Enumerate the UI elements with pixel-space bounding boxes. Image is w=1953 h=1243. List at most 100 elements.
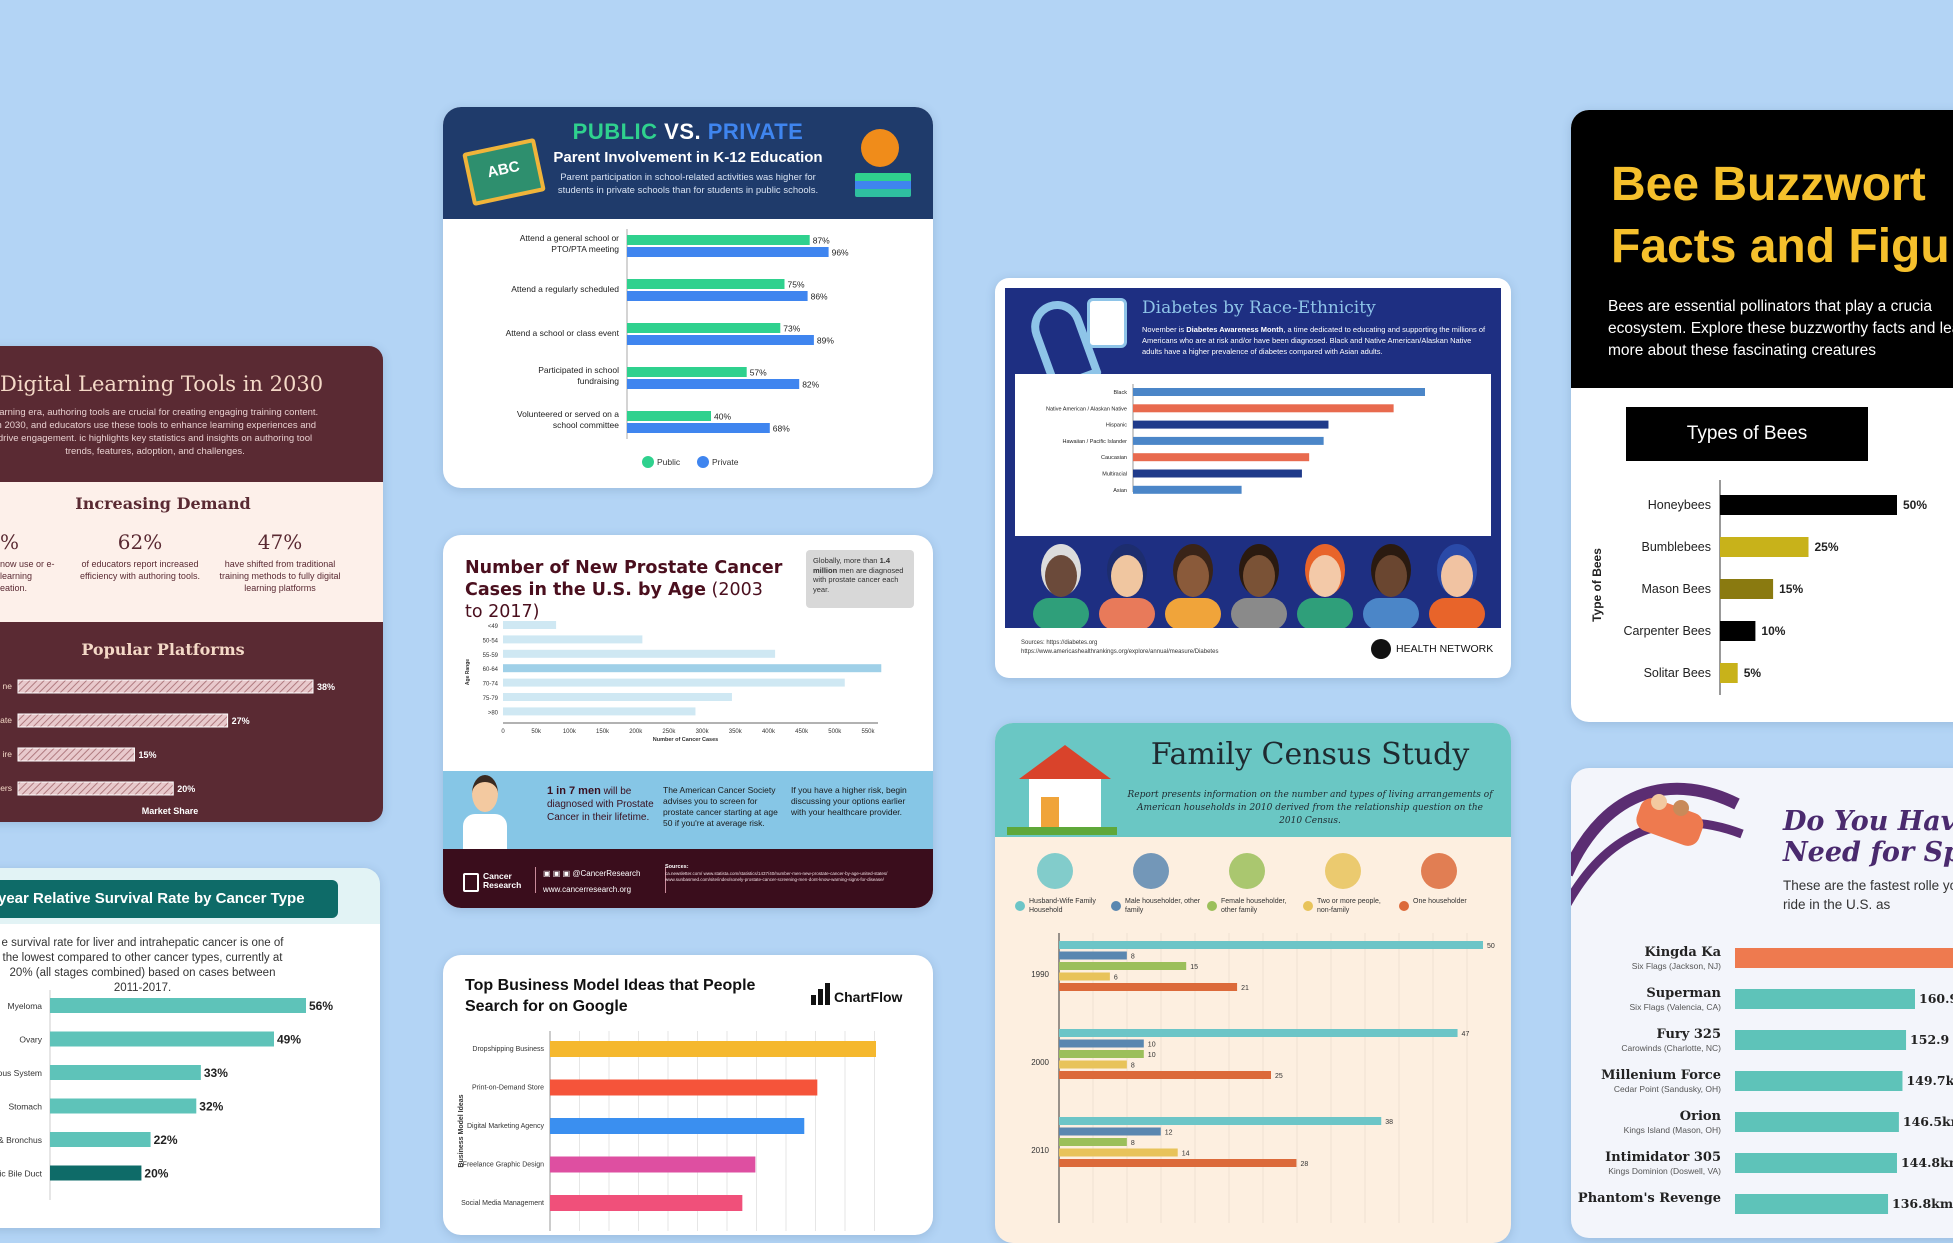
family-legend-dot — [1207, 901, 1217, 911]
bees-label: Solitar Bees — [1644, 666, 1711, 680]
prostate-bar — [503, 621, 557, 629]
social-handle: @CancerResearch — [572, 869, 641, 878]
social-icons: ▣ ▣ ▣ @CancerResearch — [543, 869, 641, 878]
coaster-bar — [1735, 1030, 1907, 1050]
family-bar — [1059, 951, 1127, 960]
pp-bar — [627, 411, 711, 421]
coaster-name: Orion — [1680, 1109, 1722, 1124]
coaster-location: Six Flags (Jackson, NJ) — [1632, 961, 1721, 971]
business-label: Freelance Graphic Design — [463, 1162, 544, 1169]
person-shirt — [1297, 598, 1353, 628]
family-value: 21 — [1241, 985, 1249, 992]
diabetes-bar — [1133, 453, 1310, 462]
diabetes-bar — [1133, 404, 1394, 413]
card-survival[interactable]: year Relative Survival Rate by Cancer Ty… — [0, 868, 380, 1228]
card-public-private[interactable]: ABC PUBLIC VS. PRIVATE Parent Involvemen… — [443, 107, 933, 488]
pp-bar — [627, 279, 785, 289]
house-illustration — [1007, 735, 1117, 835]
family-bar — [1059, 1060, 1127, 1069]
popular-platforms-title: Popular Platforms — [81, 640, 245, 659]
prostate-tick: 0 — [501, 729, 505, 735]
prostate-site[interactable]: www.cancerresearch.org — [543, 885, 632, 894]
house-icon — [1371, 639, 1391, 659]
business-label: Digital Marketing Agency — [467, 1123, 545, 1130]
card-family[interactable]: Family Census Study Report presents info… — [995, 723, 1511, 1243]
diabetes-source-1: Sources: https://diabetes.org — [1021, 640, 1098, 646]
public-private-title: PUBLIC VS. PRIVATE — [543, 119, 833, 145]
pp-bar — [627, 423, 770, 433]
family-bar — [1059, 1159, 1297, 1167]
card-coasters[interactable]: Do You Hav Need for Sp These are the fas… — [1571, 768, 1953, 1238]
family-legend-item: Husband-Wife Family Household — [1015, 853, 1111, 923]
platform-value: 15% — [138, 750, 156, 760]
digital-learning-intro: learning era, authoring tools are crucia… — [0, 407, 319, 457]
bees-label: Carpenter Bees — [1623, 624, 1711, 638]
survival-label: tic Bile Duct — [0, 1169, 43, 1179]
family-bar — [1059, 1029, 1458, 1037]
prostate-bar — [503, 635, 643, 644]
pp-label: PTO/PTA meeting — [551, 244, 619, 254]
platform-xlabel: Market Share — [142, 806, 199, 816]
diabetes-bar — [1133, 485, 1242, 494]
diabetes-label: Multiracial — [1102, 472, 1127, 478]
rider-1 — [1651, 794, 1667, 810]
apple-icon — [861, 129, 899, 167]
footer-divider — [535, 867, 536, 893]
prostate-bar — [503, 678, 845, 687]
family-value: 15 — [1190, 964, 1198, 971]
card-digital-learning[interactable]: Digital Learning Tools in 2030 learning … — [0, 346, 383, 822]
card-prostate[interactable]: Number of New Prostate Cancer Cases in t… — [443, 535, 933, 908]
prostate-tick: 550k — [861, 729, 875, 735]
track-1 — [1571, 782, 1740, 877]
platform-value: 27% — [232, 716, 250, 726]
bees-bar — [1720, 537, 1809, 557]
survival-value: 32% — [199, 1100, 223, 1114]
family-bar — [1059, 983, 1238, 991]
coaster-title-line-1: Do You Hav — [1783, 806, 1953, 837]
family-value: 6 — [1114, 975, 1118, 982]
family-bar — [1059, 1071, 1271, 1079]
survival-bar — [50, 1031, 274, 1047]
person-face — [1111, 555, 1143, 597]
prostate-tick: 250k — [662, 729, 676, 735]
title-vs: VS. — [664, 119, 702, 144]
card-bees[interactable]: Bee Buzzwort Facts and Figu Bees are ess… — [1571, 110, 1953, 722]
family-value: 38 — [1385, 1119, 1393, 1126]
family-legend-label: Husband-Wife Family Household — [1029, 898, 1096, 914]
pp-legend-label: Public — [657, 457, 681, 467]
survival-desc: e survival rate for liver and intrahepat… — [1, 937, 284, 994]
family-value: 8 — [1131, 954, 1135, 961]
person-shirt — [1099, 598, 1155, 628]
note-part-c: men are diagnosed with prostate cancer e… — [813, 565, 904, 594]
diabetes-source-2: https://www.americashealthrankings.org/e… — [1021, 649, 1219, 655]
prostate-bar — [503, 707, 696, 716]
survival-value: 56% — [309, 999, 333, 1013]
platform-value: 38% — [317, 682, 335, 692]
family-value: 25 — [1275, 1073, 1283, 1080]
business-bar — [550, 1118, 805, 1134]
platform-label: ne — [3, 681, 13, 691]
family-legend-dot — [1399, 901, 1409, 911]
card-diabetes[interactable]: Diabetes by Race-Ethnicity November is D… — [995, 278, 1511, 678]
fact-1-rest: will be diagnosed with Prostate Cancer i… — [547, 786, 654, 823]
pp-label: Attend a regularly scheduled — [511, 284, 619, 294]
bees-title-line-1: Bee Buzzwort — [1611, 158, 1926, 211]
note-part-a: Globally, more than — [813, 556, 878, 565]
prostate-label: 50-54 — [483, 638, 499, 644]
sources-text: ca.newsletter.com/ www.statista.com/stat… — [665, 871, 888, 882]
person-shirt — [1231, 598, 1287, 628]
diabetes-label: Black — [1114, 390, 1128, 396]
survival-value: 33% — [204, 1066, 228, 1080]
family-avatar-icon — [1229, 853, 1265, 889]
prostate-note: Globally, more than 1.4 million men are … — [806, 550, 914, 608]
prostate-bar — [503, 693, 732, 701]
family-bar — [1059, 1117, 1382, 1125]
pp-bar — [627, 323, 781, 333]
card-business[interactable]: Top Business Model Ideas that People Sea… — [443, 955, 933, 1235]
family-value: 12 — [1165, 1130, 1173, 1137]
prostate-title-years: (2003 to 2017) — [465, 580, 763, 622]
prostate-tick: 200k — [629, 729, 643, 735]
coaster-bar — [1735, 1071, 1903, 1091]
bees-bar — [1720, 579, 1774, 599]
survival-label: Myeloma — [8, 1001, 43, 1011]
